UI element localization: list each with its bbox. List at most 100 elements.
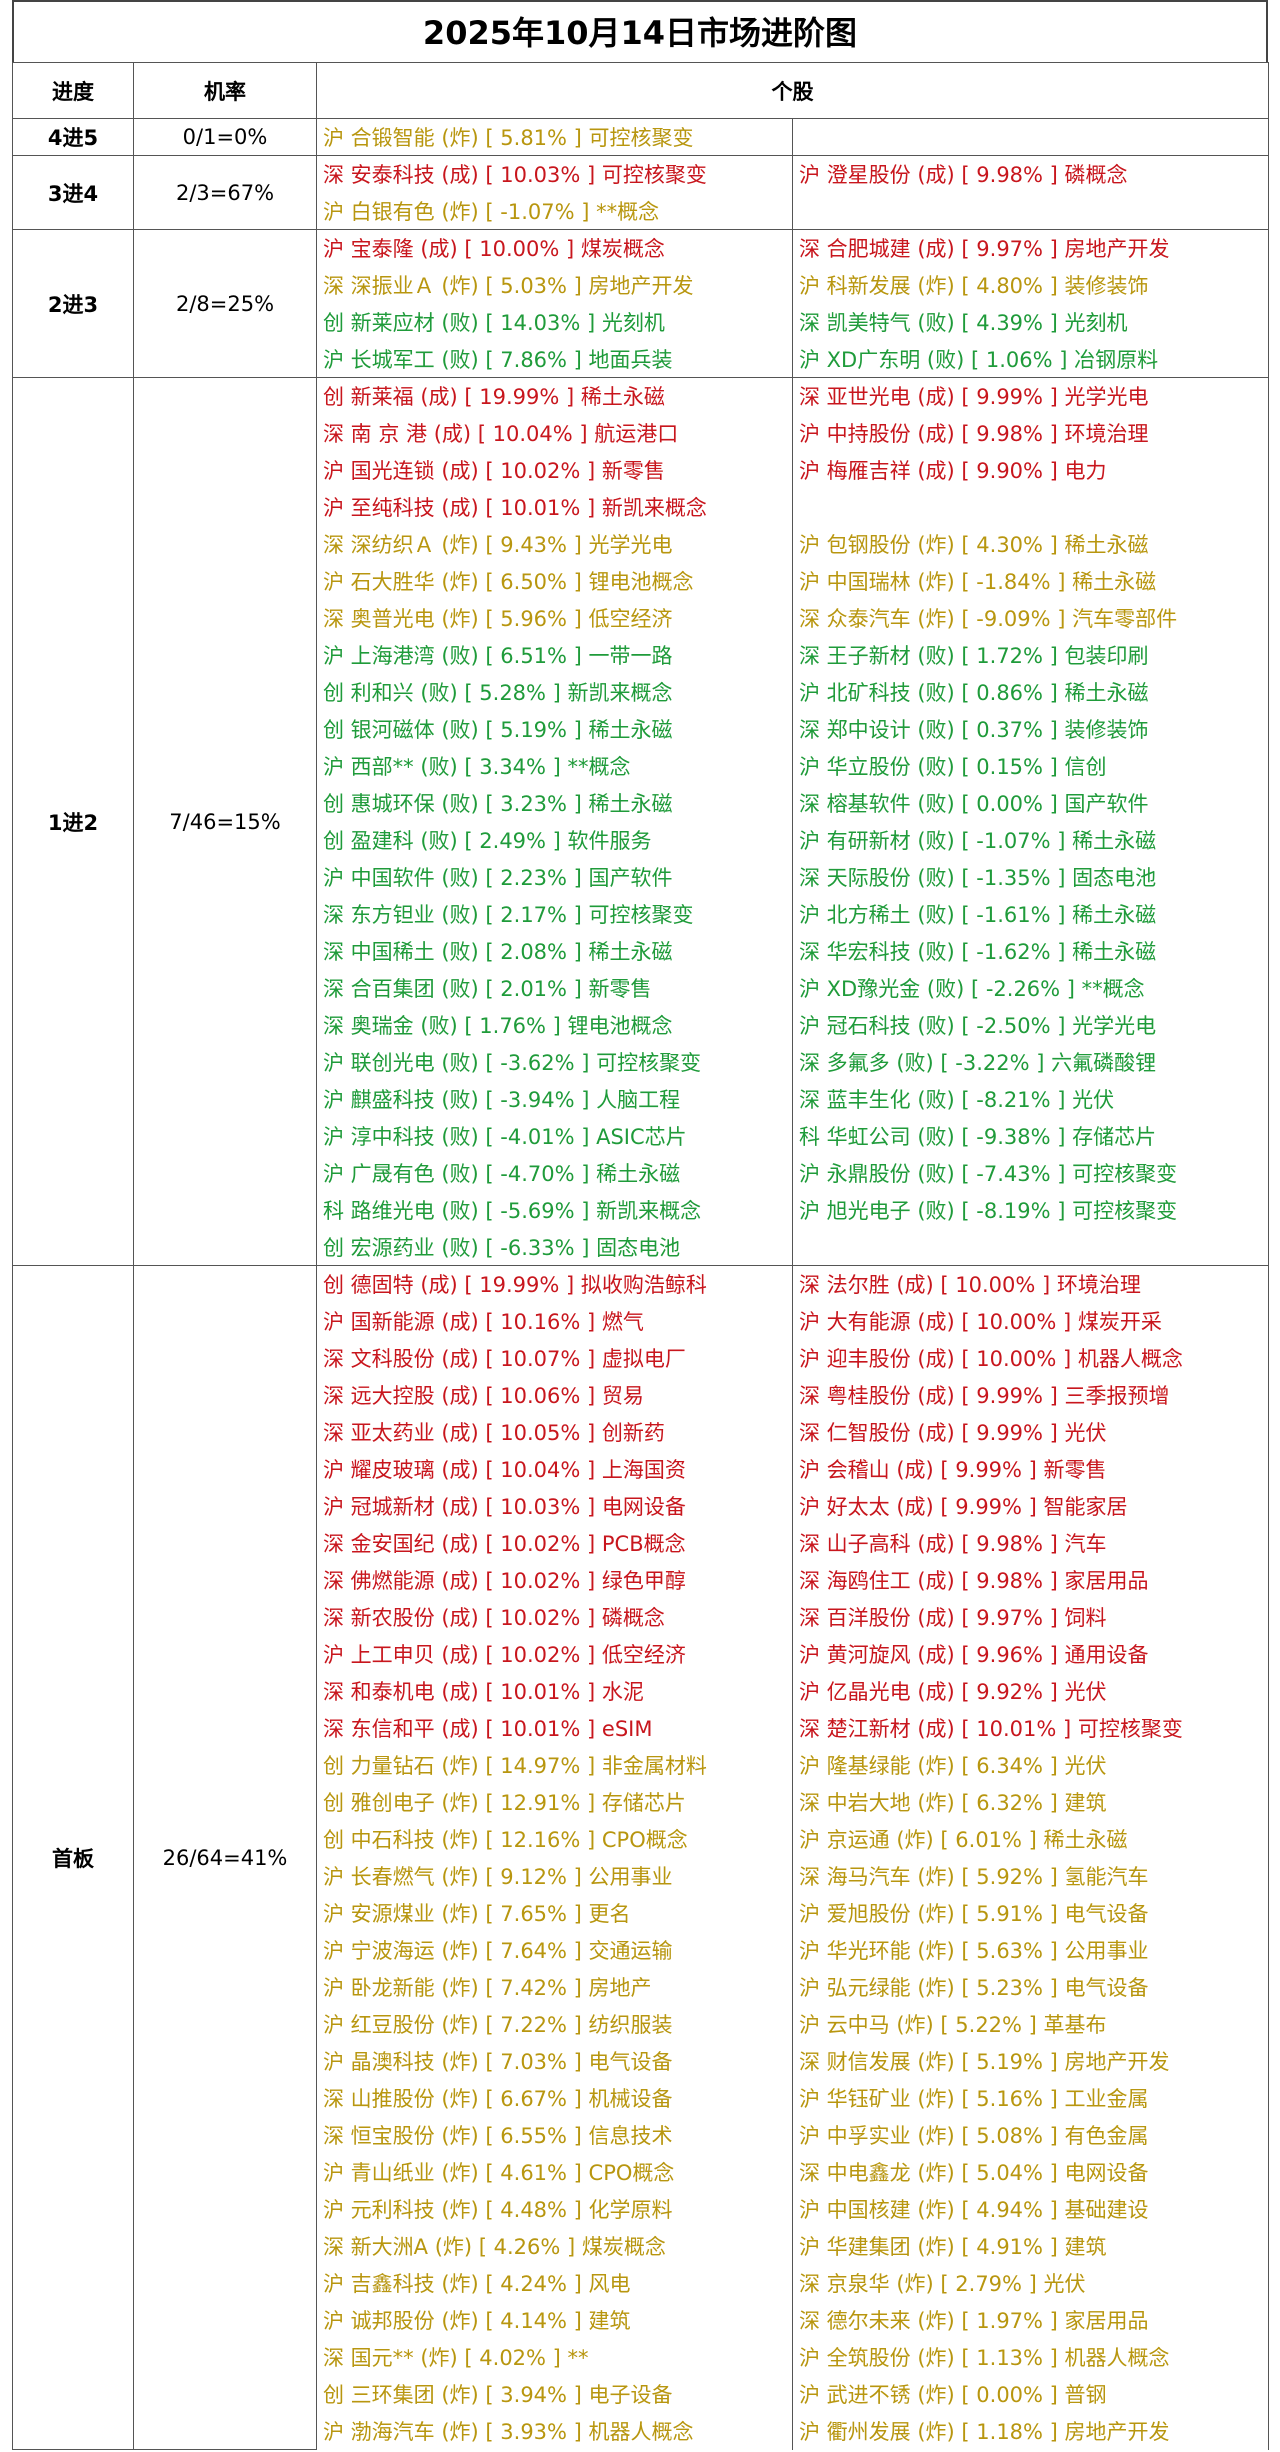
row: 3进4 2/3=67% 深 安泰科技 (成) [ 10.03% ] 可控核聚变沪 澄… — [12, 155, 1269, 230]
row: 4进5 0/1=0% 沪 合锻智能 (炸) [ 5.81% ] 可控核聚变 — [12, 118, 1269, 156]
stock-cell: 沪 中国核建 (炸) [ 4.94% ] 基础建设 — [792, 2190, 1269, 2228]
header: 进度 — [12, 62, 134, 119]
stock-cell: 沪 卧龙新能 (炸) [ 7.42% ] 房地产 — [316, 1968, 793, 2006]
stock-cell: 深 山推股份 (炸) [ 6.67% ] 机械设备 — [316, 2079, 793, 2117]
rate: 2/3=67% — [133, 155, 317, 230]
rate: 0/1=0% — [133, 118, 317, 156]
row: 深 新大洲A (炸) [ 4.26% ] 煤炭概念沪 华建集团 (炸) [ 4.… — [13, 2227, 1269, 2265]
row: 深 远大控股 (成) [ 10.06% ] 贸易深 粤桂股份 (成) [ 9.9… — [13, 1376, 1269, 1414]
row: 深 合百集团 (败) [ 2.01% ] 新零售沪 XD豫光金 (败) [ -2… — [13, 969, 1269, 1007]
row: 深 中国稀土 (败) [ 2.08% ] 稀土永磁深 华宏科技 (败) [ -1… — [13, 932, 1269, 970]
row: 沪 青山纸业 (炸) [ 4.61% ] CPO概念深 中电鑫龙 (炸) [ 5… — [13, 2153, 1269, 2191]
stock-cell: 沪 中持股份 (成) [ 9.98% ] 环境治理 — [792, 414, 1269, 452]
stock-cell: 沪 晶澳科技 (炸) [ 7.03% ] 电气设备 — [316, 2042, 793, 2080]
stock-cell: 深 恒宝股份 (炸) [ 6.55% ] 信息技术 — [316, 2116, 793, 2154]
row: 沪 红豆股份 (炸) [ 7.22% ] 纺织服装沪 云中马 (炸) [ 5.2… — [13, 2005, 1269, 2043]
stock-cell: 沪 上工申贝 (成) [ 10.02% ] 低空经济 — [316, 1635, 793, 1673]
row: 深 亚太药业 (成) [ 10.05% ] 创新药深 仁智股份 (成) [ 9.… — [13, 1413, 1269, 1451]
row: 深 佛燃能源 (成) [ 10.02% ] 绿色甲醇深 海鸥住工 (成) [ 9… — [13, 1561, 1269, 1599]
stock-cell: 深 郑中设计 (败) [ 0.37% ] 装修装饰 — [792, 710, 1269, 748]
stock-cell: 创 惠城环保 (败) [ 3.23% ] 稀土永磁 — [316, 784, 793, 822]
stock-cell: 深 楚江新材 (成) [ 10.01% ] 可控核聚变 — [792, 1709, 1269, 1747]
stock-cell: 深 百洋股份 (成) [ 9.97% ] 饲料 — [792, 1598, 1269, 1636]
header: 机率 — [133, 62, 317, 119]
stock-cell: 深 南 京 港 (成) [ 10.04% ] 航运港口 — [316, 414, 793, 452]
stock-cell: 沪 科新发展 (炸) [ 4.80% ] 装修装饰 — [792, 266, 1269, 304]
row: 深 奥普光电 (炸) [ 5.96% ] 低空经济深 众泰汽车 (炸) [ -9… — [13, 599, 1269, 637]
stock-cell: 沪 长春燃气 (炸) [ 9.12% ] 公用事业 — [316, 1857, 793, 1895]
stock-cell: 沪 云中马 (炸) [ 5.22% ] 革基布 — [792, 2005, 1269, 2043]
stock-cell: 创 新莱应材 (败) [ 14.03% ] 光刻机 — [316, 303, 793, 341]
stock-cell: 沪 北矿科技 (败) [ 0.86% ] 稀土永磁 — [792, 673, 1269, 711]
row: 沪 淳中科技 (败) [ -4.01% ] ASIC芯片科 华虹公司 (败) [… — [13, 1117, 1269, 1155]
row: 创 宏源药业 (败) [ -6.33% ] 固态电池 — [13, 1228, 1269, 1266]
stock-cell: 沪 有研新材 (败) [ -1.07% ] 稀土永磁 — [792, 821, 1269, 859]
stock-cell: 深 天际股份 (败) [ -1.35% ] 固态电池 — [792, 858, 1269, 896]
stock-cell: 沪 华建集团 (炸) [ 4.91% ] 建筑 — [792, 2227, 1269, 2265]
stock-cell: 沪 国光连锁 (成) [ 10.02% ] 新零售 — [316, 451, 793, 489]
stage: 4进5 — [12, 118, 134, 156]
stock-cell: 深 中电鑫龙 (炸) [ 5.04% ] 电网设备 — [792, 2153, 1269, 2191]
stock-cell: 创 盈建科 (败) [ 2.49% ] 软件服务 — [316, 821, 793, 859]
stock-cell: 深 深纺织Ａ (炸) [ 9.43% ] 光学光电 — [316, 525, 793, 563]
stock-cell: 创 力量钻石 (炸) [ 14.97% ] 非金属材料 — [316, 1746, 793, 1784]
stock-cell: 沪 石大胜华 (炸) [ 6.50% ] 锂电池概念 — [316, 562, 793, 600]
row: 深 山推股份 (炸) [ 6.67% ] 机械设备沪 华钰矿业 (炸) [ 5.… — [13, 2079, 1269, 2117]
stock-cell: 创 中石科技 (炸) [ 12.16% ] CPO概念 — [316, 1820, 793, 1858]
empty-cell — [792, 192, 1269, 230]
stock-cell: 沪 中孚实业 (炸) [ 5.08% ] 有色金属 — [792, 2116, 1269, 2154]
stock-cell: 科 华虹公司 (败) [ -9.38% ] 存储芯片 — [792, 1117, 1269, 1155]
stock-cell: 沪 京运通 (炸) [ 6.01% ] 稀土永磁 — [792, 1820, 1269, 1858]
stock-cell: 沪 宝泰隆 (成) [ 10.00% ] 煤炭概念 — [316, 229, 793, 267]
stage: 3进4 — [12, 155, 134, 230]
empty-cell — [792, 1228, 1269, 1266]
stock-cell: 深 法尔胜 (成) [ 10.00% ] 环境治理 — [792, 1265, 1269, 1303]
rate: 26/64=41% — [133, 1265, 317, 2450]
stock-cell: 深 奥普光电 (炸) [ 5.96% ] 低空经济 — [316, 599, 793, 637]
row: 创 银河磁体 (败) [ 5.19% ] 稀土永磁深 郑中设计 (败) [ 0.… — [13, 710, 1269, 748]
stock-cell: 沪 安源煤业 (炸) [ 7.65% ] 更名 — [316, 1894, 793, 1932]
stock-cell: 深 榕基软件 (败) [ 0.00% ] 国产软件 — [792, 784, 1269, 822]
row: 深 奥瑞金 (败) [ 1.76% ] 锂电池概念沪 冠石科技 (败) [ -2… — [13, 1006, 1269, 1044]
row: 沪 安源煤业 (炸) [ 7.65% ] 更名沪 爱旭股份 (炸) [ 5.91… — [13, 1894, 1269, 1932]
row: 沪 元利科技 (炸) [ 4.48% ] 化学原料沪 中国核建 (炸) [ 4.… — [13, 2190, 1269, 2228]
stock-cell: 沪 全筑股份 (炸) [ 1.13% ] 机器人概念 — [792, 2338, 1269, 2376]
stock-cell: 深 合肥城建 (成) [ 9.97% ] 房地产开发 — [792, 229, 1269, 267]
stock-cell: 科 路维光电 (败) [ -5.69% ] 新凯来概念 — [316, 1191, 793, 1229]
stock-cell: 深 中国稀土 (败) [ 2.08% ] 稀土永磁 — [316, 932, 793, 970]
stock-cell: 沪 华光环能 (炸) [ 5.63% ] 公用事业 — [792, 1931, 1269, 1969]
rate: 2/8=25% — [133, 229, 317, 378]
header-row: 进度 机率 个股 — [12, 62, 1269, 119]
stock-cell: 深 金安国纪 (成) [ 10.02% ] PCB概念 — [316, 1524, 793, 1562]
stock-cell: 创 雅创电子 (炸) [ 12.91% ] 存储芯片 — [316, 1783, 793, 1821]
stock-cell: 深 海鸥住工 (成) [ 9.98% ] 家居用品 — [792, 1561, 1269, 1599]
stock-cell: 深 亚世光电 (成) [ 9.99% ] 光学光电 — [792, 377, 1269, 415]
stock-cell: 深 奥瑞金 (败) [ 1.76% ] 锂电池概念 — [316, 1006, 793, 1044]
stock-cell: 沪 大有能源 (成) [ 10.00% ] 煤炭开采 — [792, 1302, 1269, 1340]
market-table: 2025年10月14日市场进阶图 进度 机率 个股 4进5 0/1=0% 沪 合锻智… — [12, 0, 1269, 2450]
stock-cell: 沪 会稽山 (成) [ 9.99% ] 新零售 — [792, 1450, 1269, 1488]
stock-cell: 深 京泉华 (炸) [ 2.79% ] 光伏 — [792, 2264, 1269, 2302]
stock-cell: 沪 隆基绿能 (炸) [ 6.34% ] 光伏 — [792, 1746, 1269, 1784]
stock-cell: 深 财信发展 (炸) [ 5.19% ] 房地产开发 — [792, 2042, 1269, 2080]
row: 创 新莱应材 (败) [ 14.03% ] 光刻机深 凯美特气 (败) [ 4.… — [13, 303, 1269, 341]
stock-cell: 沪 青山纸业 (炸) [ 4.61% ] CPO概念 — [316, 2153, 793, 2191]
row: 沪 晶澳科技 (炸) [ 7.03% ] 电气设备深 财信发展 (炸) [ 5.… — [13, 2042, 1269, 2080]
row: 创 雅创电子 (炸) [ 12.91% ] 存储芯片深 中岩大地 (炸) [ 6… — [13, 1783, 1269, 1821]
row: 深 深振业Ａ (炸) [ 5.03% ] 房地产开发沪 科新发展 (炸) [ 4… — [13, 266, 1269, 304]
row: 沪 上海港湾 (败) [ 6.51% ] 一带一路深 王子新材 (败) [ 1.… — [13, 636, 1269, 674]
stock-cell: 沪 亿晶光电 (成) [ 9.92% ] 光伏 — [792, 1672, 1269, 1710]
row: 沪 上工申贝 (成) [ 10.02% ] 低空经济沪 黄河旋风 (成) [ 9… — [13, 1635, 1269, 1673]
stock-cell: 深 中岩大地 (炸) [ 6.32% ] 建筑 — [792, 1783, 1269, 1821]
stock-cell: 深 众泰汽车 (炸) [ -9.09% ] 汽车零部件 — [792, 599, 1269, 637]
stock-cell: 沪 耀皮玻璃 (成) [ 10.04% ] 上海国资 — [316, 1450, 793, 1488]
row: 沪 中国软件 (败) [ 2.23% ] 国产软件深 天际股份 (败) [ -1… — [13, 858, 1269, 896]
stock-cell: 沪 永鼎股份 (败) [ -7.43% ] 可控核聚变 — [792, 1154, 1269, 1192]
stock-cell: 深 安泰科技 (成) [ 10.03% ] 可控核聚变 — [316, 155, 793, 193]
stock-cell: 沪 宁波海运 (炸) [ 7.64% ] 交通运输 — [316, 1931, 793, 1969]
row: 深 金安国纪 (成) [ 10.02% ] PCB概念深 山子高科 (成) [ … — [13, 1524, 1269, 1562]
row: 创 中石科技 (炸) [ 12.16% ] CPO概念沪 京运通 (炸) [ 6… — [13, 1820, 1269, 1858]
stage: 首板 — [12, 1265, 134, 2450]
stock-cell: 创 德固特 (成) [ 19.99% ] 拟收购浩鲸科 — [316, 1265, 793, 1303]
